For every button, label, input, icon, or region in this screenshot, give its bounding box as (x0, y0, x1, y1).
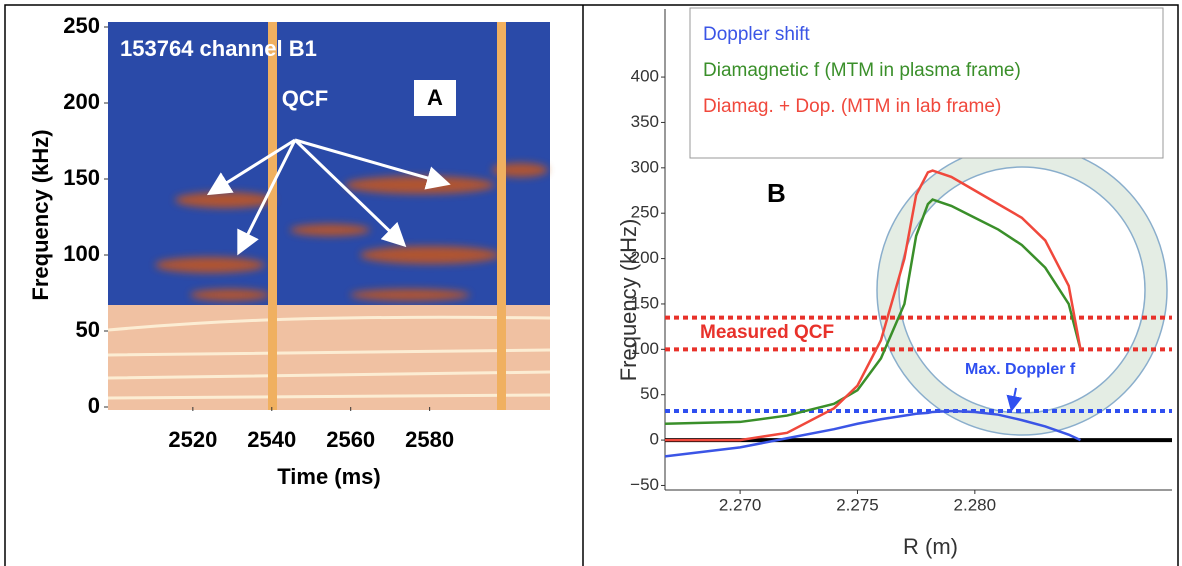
y-tick-label: 300 (631, 157, 659, 176)
annotation: 153764 channel B1 (120, 36, 317, 61)
annotation: QCF (282, 86, 328, 111)
annotation-arrow (1006, 387, 1023, 412)
spectrogram-image (107, 22, 551, 410)
series-line (665, 169, 1082, 442)
annotation: Max. Doppler f (965, 361, 1076, 378)
y-tick-label: −50 (630, 475, 659, 494)
series-line (664, 409, 1081, 458)
y-tick-label: 50 (640, 384, 659, 403)
y-tick-label: 150 (631, 293, 659, 312)
y-tick-label: 0 (88, 393, 100, 418)
x-tick-label: 2520 (168, 427, 217, 452)
annotation: Measured QCF (700, 322, 834, 343)
y-tick-label: 100 (63, 241, 100, 266)
y-axis-label: Frequency (kHz) (28, 129, 53, 300)
legend-box (689, 7, 1164, 159)
y-tick-label: 50 (76, 317, 100, 342)
y-tick-label: 350 (631, 112, 659, 131)
panel-a: 0 50 100 150 200 250 2520 2540 2560 2580 Time (ms)… (28, 13, 454, 489)
x-tick-label: 2560 (326, 427, 375, 452)
panel-b: −50 0 50 100 150 200 250 300 350 400 2.270 2.275 2.2… (616, 9, 1172, 559)
series-line (664, 198, 1082, 425)
x-tick-label: 2580 (405, 427, 454, 452)
x-axis-label: Time (ms) (277, 464, 381, 489)
annotation: B (767, 178, 786, 208)
x-tick-label: 2.270 (719, 495, 762, 514)
legend-entry: Diamagnetic f (MTM in plasma frame) (703, 60, 1021, 81)
y-tick-label: 400 (631, 67, 659, 86)
legend-entry: Doppler shift (703, 24, 810, 45)
annotation: A (427, 85, 443, 110)
y-tick-label: 250 (63, 13, 100, 38)
x-axis-label: R (m) (903, 534, 958, 559)
y-axis-label: Frequency (kHz) (616, 219, 641, 382)
x-tick-label: 2.280 (954, 495, 997, 514)
y-tick-label: 200 (631, 248, 659, 267)
table-border (4, 4, 1179, 566)
x-tick-label: 2.275 (836, 495, 879, 514)
x-tick-label: 2540 (247, 427, 296, 452)
y-tick-label: 250 (631, 203, 659, 222)
y-tick-label: 150 (63, 165, 100, 190)
legend-entry: Diamag. + Dop. (MTM in lab frame) (703, 96, 1001, 117)
y-tick-label: 100 (631, 339, 659, 358)
y-tick-label: 0 (650, 430, 659, 449)
y-tick-label: 200 (63, 89, 100, 114)
